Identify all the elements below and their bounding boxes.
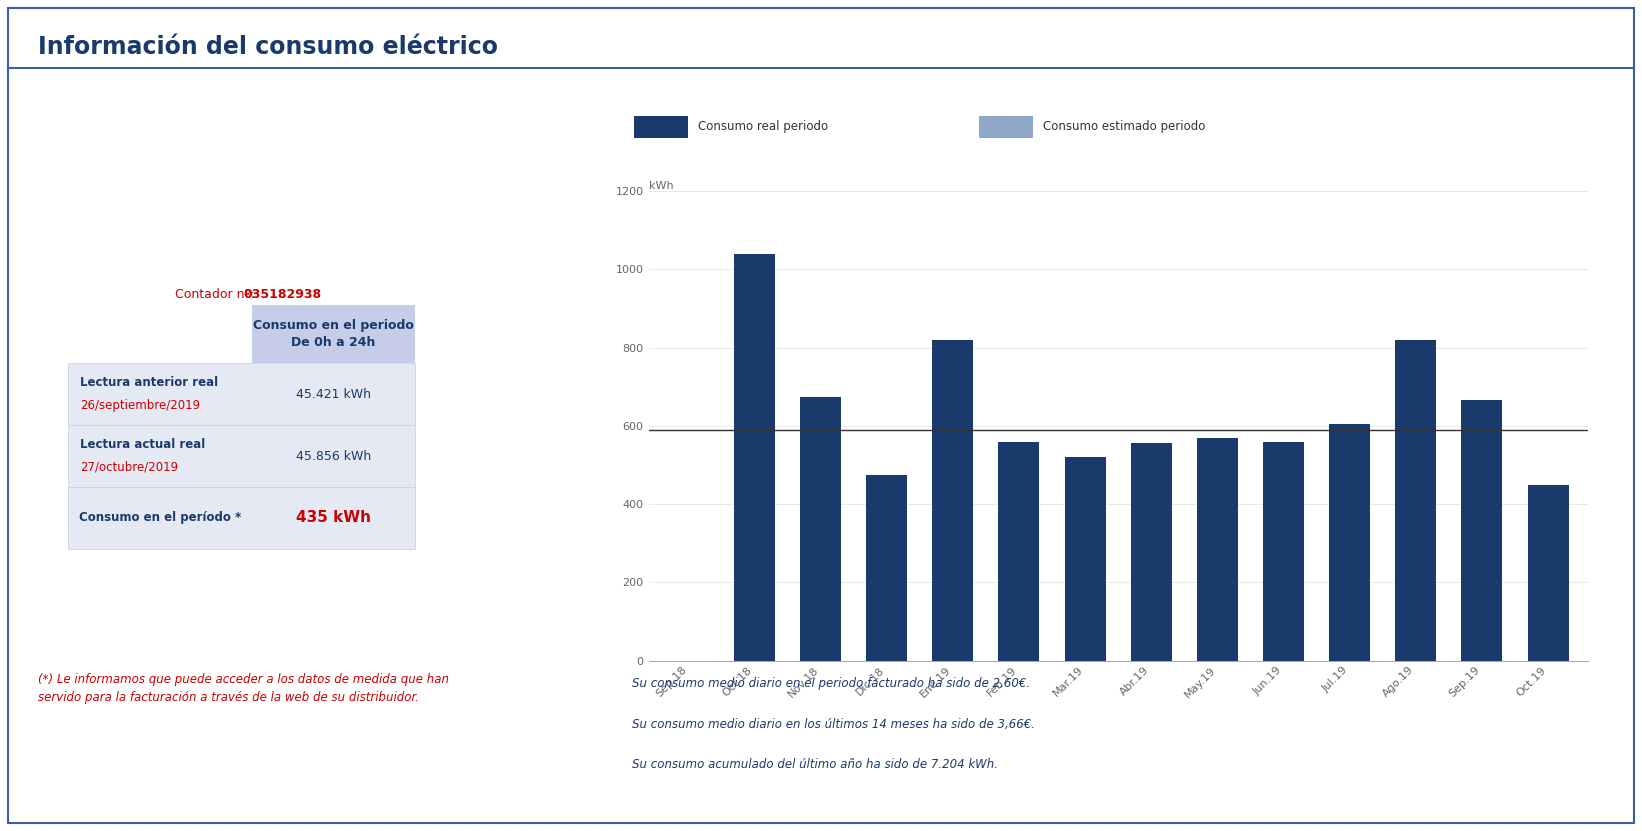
Text: Su consumo medio diario en los últimos 14 meses ha sido de 3,66€.: Su consumo medio diario en los últimos 1… [632,718,1034,731]
Text: servido para la facturación a través de la web de su distribuidor.: servido para la facturación a través de … [38,691,419,705]
Bar [1263,441,1304,661]
Text: Lectura anterior real: Lectura anterior real [80,376,218,390]
Text: (*) Le informamos que puede acceder a los datos de medida que han: (*) Le informamos que puede acceder a lo… [38,673,448,686]
Bar [1461,401,1502,661]
Text: Información del consumo eléctrico: Información del consumo eléctrico [38,35,498,59]
Text: Consumo en el periodo
De 0h a 24h: Consumo en el periodo De 0h a 24h [253,318,414,350]
Text: Consumo en el período *: Consumo en el período * [79,512,241,524]
Bar [1197,438,1238,661]
Bar [634,116,688,138]
Bar [1064,457,1105,661]
Bar [251,305,415,363]
Text: kWh: kWh [649,181,673,191]
Text: 45.856 kWh: 45.856 kWh [296,450,371,463]
Bar [800,396,841,661]
Text: Consumo estimado periodo: Consumo estimado periodo [1043,120,1205,133]
Text: 27/octubre/2019: 27/octubre/2019 [80,460,177,474]
Text: Su consumo acumulado del último año ha sido de 7.204 kWh.: Su consumo acumulado del último año ha s… [632,758,998,771]
Text: Su consumo medio diario en el periodo facturado ha sido de 2,60€.: Su consumo medio diario en el periodo fa… [632,677,1030,691]
Bar [67,363,415,425]
Bar [1396,340,1437,661]
Text: 435 kWh: 435 kWh [296,510,371,525]
Bar [67,487,415,549]
Text: 45.421 kWh: 45.421 kWh [296,387,371,401]
Text: Lectura actual real: Lectura actual real [80,439,205,451]
Bar [1527,484,1568,661]
Bar [867,475,908,661]
Text: Consumo real periodo: Consumo real periodo [698,120,828,133]
Bar [67,425,415,487]
Bar [933,340,974,661]
Bar [1328,424,1369,661]
Bar [998,441,1039,661]
Bar [1131,444,1172,661]
Text: 035182938: 035182938 [243,288,322,302]
Text: Contador nº:: Contador nº: [176,288,259,302]
Bar [979,116,1033,138]
Text: 26/septiembre/2019: 26/septiembre/2019 [80,399,200,411]
Bar [734,253,775,661]
